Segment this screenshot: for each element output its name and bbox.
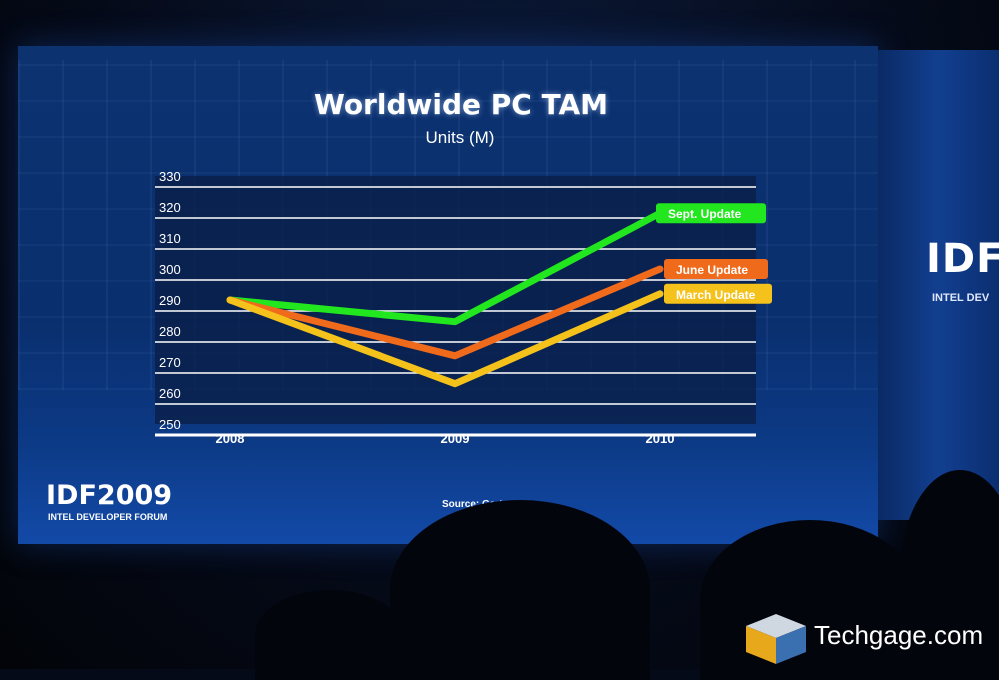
y-tick-label: 290 — [159, 293, 181, 308]
side-banner-logo: IDF — [926, 236, 999, 282]
y-tick-label: 250 — [159, 417, 181, 432]
x-tick-label: 2008 — [216, 431, 245, 446]
x-tick-label: 2009 — [441, 431, 470, 446]
chart-title: Worldwide PC TAM — [313, 88, 609, 121]
audience-silhouette — [700, 520, 920, 680]
y-tick-label: 310 — [159, 231, 181, 246]
side-banner-subtitle: INTEL DEV — [932, 292, 990, 304]
series-lines — [226, 209, 664, 388]
gridlines — [155, 186, 756, 437]
y-tick-label: 260 — [159, 386, 181, 401]
series-label: Sept. Update — [668, 207, 742, 221]
series-line-0 — [226, 209, 664, 326]
series-label-tag — [656, 203, 766, 224]
x-axis-ticks: 2008 2009 2010 — [216, 431, 675, 446]
series-label: June Update — [676, 263, 748, 277]
series-label: March Update — [676, 288, 756, 302]
series-line-1 — [226, 265, 664, 360]
audience-silhouette — [900, 470, 999, 680]
series-label-tag — [664, 283, 772, 304]
y-tick-label: 330 — [159, 169, 181, 184]
audience-silhouette — [255, 590, 405, 680]
side-banner — [878, 50, 999, 520]
y-tick-label: 320 — [159, 200, 181, 215]
y-tick-label: 270 — [159, 355, 181, 370]
chart-subtitle: Units (M) — [425, 128, 495, 147]
techgage-cube-icon — [746, 614, 806, 664]
series-label-tag — [664, 259, 768, 279]
watermark: Techgage.com — [814, 620, 984, 650]
idf-logo-subtitle: INTEL DEVELOPER FORUM — [48, 512, 168, 522]
idf-logo: IDF2009 — [46, 480, 173, 511]
series-labels: Sept. Update June Update March Update — [656, 203, 772, 304]
x-tick-label: 2010 — [646, 431, 675, 446]
y-axis-ticks: 250 260 270 280 290 300 310 320 330 — [159, 169, 181, 432]
series-line-2 — [226, 290, 664, 388]
y-tick-label: 280 — [159, 324, 181, 339]
audience-silhouette — [390, 500, 650, 680]
y-tick-label: 300 — [159, 262, 181, 277]
